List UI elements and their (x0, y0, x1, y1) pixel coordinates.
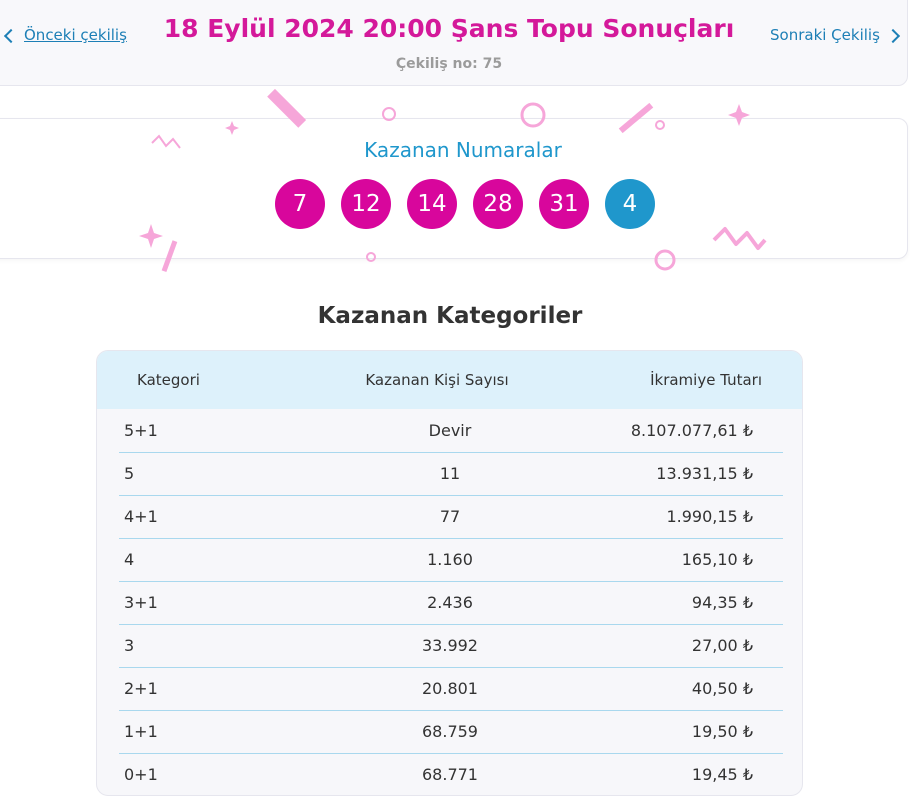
table-row: 2+1 20.801 40,50 ₺ (119, 667, 783, 711)
table-row: 5 11 13.931,15 ₺ (119, 452, 783, 496)
previous-draw-label: Önceki çekiliş (24, 26, 127, 44)
row-winners: Devir (428, 421, 472, 440)
column-header-winners: Kazanan Kişi Sayısı (365, 371, 509, 389)
table-row: 4+1 77 1.990,15 ₺ (119, 495, 783, 539)
row-category: 3+1 (124, 593, 158, 612)
row-prize: 94,35 ₺ (691, 593, 753, 612)
bonus-number-ball: 4 (605, 179, 655, 229)
table-row: 4 1.160 165,10 ₺ (119, 538, 783, 582)
previous-draw-link[interactable]: Önceki çekiliş (3, 26, 127, 44)
winning-numbers: 7 12 14 28 31 4 (275, 179, 655, 229)
row-winners: 1.160 (427, 550, 473, 569)
number-ball: 7 (275, 179, 325, 229)
row-winners: 68.771 (422, 765, 478, 784)
table-row: 5+1 Devir 8.107.077,61 ₺ (119, 409, 783, 453)
next-draw-label: Sonraki Çekiliş (770, 26, 880, 44)
categories-table: Kategori Kazanan Kişi Sayısı İkramiye Tu… (96, 350, 803, 796)
draw-header-card (0, 0, 908, 86)
next-draw-link[interactable]: Sonraki Çekiliş (770, 26, 900, 44)
row-category: 3 (124, 636, 135, 655)
row-prize: 165,10 ₺ (681, 550, 753, 569)
row-category: 4+1 (124, 507, 158, 526)
number-ball: 31 (539, 179, 589, 229)
draw-number: Çekiliş no: 75 (395, 56, 503, 72)
row-category: 2+1 (124, 679, 158, 698)
row-prize: 40,50 ₺ (691, 679, 753, 698)
number-ball: 14 (407, 179, 457, 229)
row-category: 5+1 (124, 421, 158, 440)
row-winners: 11 (439, 464, 461, 483)
page-title: 18 Eylül 2024 20:00 Şans Topu Sonuçları (163, 14, 735, 43)
row-winners: 2.436 (427, 593, 473, 612)
row-category: 0+1 (124, 765, 158, 784)
row-category: 1+1 (124, 722, 158, 741)
row-prize: 27,00 ₺ (691, 636, 753, 655)
row-category: 5 (124, 464, 135, 483)
number-ball: 12 (341, 179, 391, 229)
number-ball: 28 (473, 179, 523, 229)
row-winners: 77 (439, 507, 461, 526)
winning-numbers-heading: Kazanan Numaralar (364, 138, 562, 162)
row-prize: 1.990,15 ₺ (666, 507, 753, 526)
categories-title: Kazanan Kategoriler (317, 303, 583, 329)
table-row: 0+1 68.771 19,45 ₺ (119, 753, 783, 795)
row-prize: 8.107.077,61 ₺ (630, 421, 753, 440)
row-winners: 68.759 (422, 722, 478, 741)
row-winners: 33.992 (422, 636, 478, 655)
table-row: 3 33.992 27,00 ₺ (119, 624, 783, 668)
table-header: Kategori Kazanan Kişi Sayısı İkramiye Tu… (97, 351, 802, 409)
row-prize: 19,50 ₺ (691, 722, 753, 741)
chevron-right-icon (885, 28, 900, 43)
row-prize: 19,45 ₺ (691, 765, 753, 784)
column-header-category: Kategori (137, 371, 200, 389)
row-prize: 13.931,15 ₺ (656, 464, 753, 483)
column-header-prize: İkramiye Tutarı (650, 371, 762, 389)
row-winners: 20.801 (422, 679, 478, 698)
row-category: 4 (124, 550, 135, 569)
table-row: 1+1 68.759 19,50 ₺ (119, 710, 783, 754)
table-row: 3+1 2.436 94,35 ₺ (119, 581, 783, 625)
